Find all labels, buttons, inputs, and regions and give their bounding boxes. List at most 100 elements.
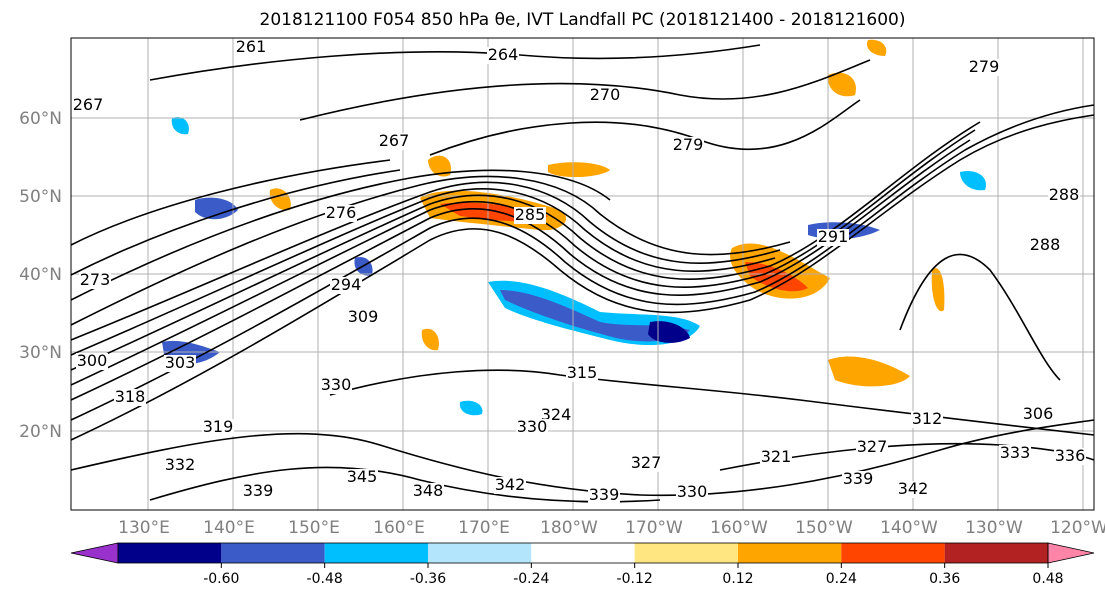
contour-label: 319 xyxy=(203,417,234,436)
lat-tick-label: 50°N xyxy=(19,187,62,207)
contour-label-bg xyxy=(856,439,888,456)
lon-tick-label: 140°W xyxy=(880,518,938,538)
contour-label: 309 xyxy=(348,307,379,326)
colorbar: -0.60 -0.48 -0.36 -0.24 -0.12 0.12 0.24 0.36 0.4… xyxy=(70,542,1095,587)
contour-line xyxy=(70,121,981,371)
contour-label-bg xyxy=(378,133,410,150)
contour-line xyxy=(899,253,1061,381)
colorbar-extend-min xyxy=(70,542,119,564)
colorbar-segment xyxy=(221,543,325,563)
contour-label-bg xyxy=(202,419,234,436)
contour-label-bg xyxy=(494,477,526,494)
contour-label: 306 xyxy=(1023,404,1054,423)
positive-anomaly-blob xyxy=(428,155,451,177)
contour-label: 288 xyxy=(1049,185,1080,204)
contour-line xyxy=(299,59,871,121)
map-frame xyxy=(70,37,1095,511)
lon-tick-label: 170°W xyxy=(625,518,683,538)
contour-line xyxy=(70,181,781,341)
lon-tick-label: 180°W xyxy=(540,518,598,538)
contour-label-bg xyxy=(672,137,704,154)
contour-label: 261 xyxy=(236,37,267,56)
positive-anomaly-blob xyxy=(866,39,887,56)
contour-line xyxy=(70,169,611,301)
contour-label: 294 xyxy=(331,275,362,294)
contour-label-bg xyxy=(347,309,379,326)
contour-label-bg xyxy=(911,411,943,428)
contour-label: 270 xyxy=(590,85,621,104)
contour-label-bg xyxy=(235,39,267,56)
positive-anomaly-blob xyxy=(421,328,439,351)
contour-label-bg xyxy=(487,47,519,64)
contour-label-bg xyxy=(589,87,621,104)
negative-strong-blob xyxy=(500,290,690,342)
contour-label: 267 xyxy=(73,95,104,114)
contour-label-bg xyxy=(817,229,849,246)
figure-title: 2018121100 F054 850 hPa θe, IVT Landfall… xyxy=(259,10,906,30)
longitude-tick-labels: 130°E 140°E 150°E 160°E 170°E 180°W 170°W 160°W… xyxy=(118,518,1105,538)
contour-label: 327 xyxy=(857,437,888,456)
colorbar-segment xyxy=(634,543,738,563)
contour-line xyxy=(149,466,661,503)
colorbar-segment xyxy=(841,543,945,563)
contour-label-bg xyxy=(114,389,146,406)
contour-label: 339 xyxy=(843,469,874,488)
colorbar-tick-label: -0.24 xyxy=(513,571,549,587)
colorbar-tick-label: -0.48 xyxy=(307,571,343,587)
contour-line xyxy=(70,175,791,326)
positive-anomaly-blob xyxy=(828,356,910,387)
contour-label: 348 xyxy=(413,481,444,500)
contour-label: 330 xyxy=(677,482,708,501)
contour-label-bg xyxy=(842,471,874,488)
contour-label: 288 xyxy=(1030,235,1061,254)
contour-label: 300 xyxy=(77,351,108,370)
contour-line xyxy=(70,188,776,356)
contour-line xyxy=(70,104,1095,421)
contour-label: 327 xyxy=(631,453,662,472)
contour-label: 264 xyxy=(488,45,519,64)
colorbar-tick-label: 0.12 xyxy=(722,571,753,587)
lon-tick-label: 160°W xyxy=(710,518,768,538)
colorbar-tick-label: -0.12 xyxy=(617,571,653,587)
contour-label-bg xyxy=(999,445,1031,462)
contour-label-bg xyxy=(1029,237,1061,254)
lat-tick-label: 20°N xyxy=(19,422,62,442)
contour-label-bg xyxy=(164,355,196,372)
contour-label-bg xyxy=(1048,187,1080,204)
colorbar-segment xyxy=(324,543,428,563)
contour-label-bg xyxy=(630,455,662,472)
contour-label-bg xyxy=(346,469,378,486)
colorbar-tick-label: -0.36 xyxy=(410,571,446,587)
contour-label-bg xyxy=(1022,406,1054,423)
theta-e-contours xyxy=(70,44,1095,503)
contour-label: 315 xyxy=(567,363,598,382)
contour-label: 336 xyxy=(1055,446,1086,465)
contour-label: 291 xyxy=(818,227,849,246)
contour-label-bg xyxy=(76,353,108,370)
lat-tick-label: 30°N xyxy=(19,343,62,363)
contour-label-bg xyxy=(325,205,357,222)
contour-label: 303 xyxy=(165,353,196,372)
contour-label: 342 xyxy=(898,479,929,498)
contour-line xyxy=(70,114,1095,441)
contour-label: 279 xyxy=(673,135,704,154)
colorbar-segment xyxy=(118,543,222,563)
contour-label: 333 xyxy=(1000,443,1031,462)
contour-label-bg xyxy=(516,419,548,436)
contour-label: 321 xyxy=(761,447,792,466)
positive-anomaly-blob xyxy=(827,72,856,97)
lon-tick-label: 130°W xyxy=(965,518,1023,538)
contour-label-bg xyxy=(566,365,598,382)
contour-label-bg xyxy=(242,483,274,500)
lon-tick-label: 170°E xyxy=(458,518,510,538)
contour-label-bg xyxy=(968,59,1000,76)
contour-label: 332 xyxy=(165,455,196,474)
lon-tick-label: 130°E xyxy=(118,518,170,538)
lat-tick-label: 40°N xyxy=(19,265,62,285)
negative-anomaly-blob xyxy=(171,116,189,135)
contour-label: 276 xyxy=(326,203,357,222)
contour-label: 339 xyxy=(243,481,274,500)
contour-label: 285 xyxy=(515,205,546,224)
contour-label: 342 xyxy=(495,475,526,494)
